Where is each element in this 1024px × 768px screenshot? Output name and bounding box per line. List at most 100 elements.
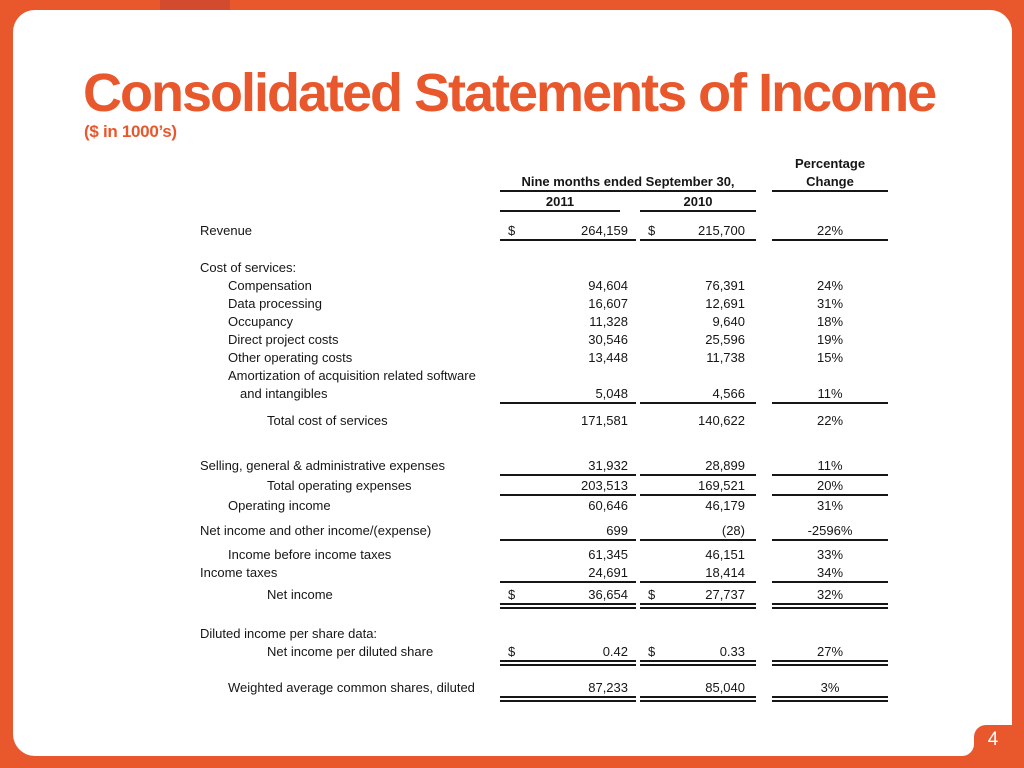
table-row: Total operating expenses 203,513 169,521… (200, 477, 900, 496)
value-2010-number: 46,179 (705, 498, 745, 513)
row-label: Amortization of acquisition related soft… (228, 368, 476, 383)
value-2010-number: 25,596 (705, 332, 745, 347)
value-2011-number: 13,448 (588, 350, 628, 365)
value-pct-change: 22% (816, 413, 844, 428)
table-row: Diluted income per share data: (200, 625, 900, 643)
value-pct-change: 19% (816, 332, 844, 347)
value-pct-change: 20% (772, 477, 888, 496)
value-2010: 25,596 (640, 331, 756, 349)
pct-change-header-line1: Percentage (794, 156, 866, 171)
table-row: Weighted average common shares, diluted … (200, 679, 900, 702)
value-2011-number: 87,233 (588, 680, 628, 695)
table-row: Net income and other income/(expense) 69… (200, 522, 900, 541)
value-pct-change: -2596% (772, 522, 888, 541)
row-label: Income before income taxes (228, 547, 392, 562)
value-2010: 85,040 (640, 679, 756, 702)
value-2011: 61,345 (500, 546, 636, 564)
value-2010: 46,151 (640, 546, 756, 564)
value-2010-number: 169,521 (698, 478, 745, 493)
value-pct-change: 15% (816, 350, 844, 365)
value-2011-number: 0.42 (602, 644, 628, 659)
row-label: Net income per diluted share (267, 644, 434, 659)
value-2011: 87,233 (500, 679, 636, 702)
value-2011 (500, 367, 636, 385)
value-pct-change (772, 367, 888, 385)
value-2010: 11,738 (640, 349, 756, 367)
value-2011: 31,932 (500, 457, 636, 476)
value-2010: $27,737 (640, 586, 756, 609)
value-2010: 76,391 (640, 277, 756, 295)
row-label: Weighted average common shares, diluted (228, 680, 475, 695)
row-label: Total cost of services (267, 413, 388, 428)
value-pct-change: 27% (772, 643, 888, 666)
value-pct-change: 31% (816, 498, 844, 513)
pct-change-header-line2: Change (772, 173, 888, 192)
content-area: Consolidated Statements of Income ($ in … (13, 10, 1012, 756)
value-2011: 16,607 (500, 295, 636, 313)
value-pct-change: 3% (772, 679, 888, 702)
value-2010: 28,899 (640, 457, 756, 476)
value-2011: 24,691 (500, 564, 636, 583)
table-row: Income taxes 24,691 18,414 34% (200, 564, 900, 583)
period-header: Nine months ended September 30, (500, 173, 756, 192)
table-row: Direct project costs 30,546 25,596 19% (200, 331, 900, 349)
value-2010: $215,700 (640, 222, 756, 241)
value-2010: $0.33 (640, 643, 756, 666)
value-pct-change: 31% (816, 296, 844, 311)
page-tab-fillet (962, 744, 974, 756)
table-row: Amortization of acquisition related soft… (200, 367, 900, 385)
table-row: Occupancy 11,328 9,640 18% (200, 313, 900, 331)
top-accent-patch (160, 0, 230, 10)
value-2011: 60,646 (500, 497, 636, 515)
row-label: Total operating expenses (267, 478, 412, 493)
value-2010-number: 85,040 (705, 680, 745, 695)
table-row: Other operating costs 13,448 11,738 15% (200, 349, 900, 367)
income-statement-table: Percentage Nine months ended September 3… (200, 150, 900, 720)
value-2010-number: 46,151 (705, 547, 745, 562)
year-header-2011: 2011 (500, 193, 620, 212)
table-row: Selling, general & administrative expens… (200, 457, 900, 476)
row-label: Net income (267, 587, 333, 602)
row-label: Occupancy (228, 314, 294, 329)
value-2010-number: 140,622 (698, 413, 745, 428)
row-label: Income taxes (200, 565, 278, 580)
value-pct-change (772, 625, 888, 643)
value-2010-number: 27,737 (705, 587, 745, 602)
value-2010-number: 18,414 (705, 565, 745, 580)
dollar-sign: $ (508, 644, 516, 659)
page-number: 4 (987, 729, 999, 750)
table-row: Compensation 94,604 76,391 24% (200, 277, 900, 295)
value-2010-number: 9,640 (712, 314, 745, 329)
value-2010-number: 11,738 (706, 350, 745, 365)
value-2011 (500, 625, 636, 643)
value-2010-number: 4,566 (712, 386, 745, 401)
row-label: and intangibles (240, 386, 328, 401)
value-2011-number: 264,159 (581, 223, 628, 238)
dollar-sign: $ (648, 587, 656, 602)
value-2011-number: 60,646 (588, 498, 628, 513)
value-2010: 12,691 (640, 295, 756, 313)
value-pct-change: 11% (772, 457, 888, 476)
table-row: Net income per diluted share $0.42 $0.33… (200, 643, 900, 666)
value-2011: 171,581 (500, 412, 636, 430)
value-2011: $264,159 (500, 222, 636, 241)
value-2011-number: 94,604 (588, 278, 628, 293)
dollar-sign: $ (508, 587, 516, 602)
table-row: Data processing 16,607 12,691 31% (200, 295, 900, 313)
row-label: Selling, general & administrative expens… (200, 458, 445, 473)
row-label: Diluted income per share data: (200, 626, 378, 641)
page-title: Consolidated Statements of Income (83, 63, 937, 123)
table-row: Total cost of services 171,581 140,622 2… (200, 412, 900, 430)
table-rows: Revenue $264,159 $215,700 22% Cost of se… (200, 222, 900, 702)
table-row: Cost of services: (200, 259, 900, 277)
dollar-sign: $ (648, 223, 656, 238)
value-2010-number: 215,700 (698, 223, 745, 238)
value-2010: 46,179 (640, 497, 756, 515)
row-label: Other operating costs (228, 350, 353, 365)
value-pct-change: 32% (772, 586, 888, 609)
row-label: Direct project costs (228, 332, 339, 347)
table-row: and intangibles 5,048 4,566 11% (200, 385, 900, 404)
value-2011: $0.42 (500, 643, 636, 666)
value-2011-number: 203,513 (581, 478, 628, 493)
value-2011: 699 (500, 522, 636, 541)
